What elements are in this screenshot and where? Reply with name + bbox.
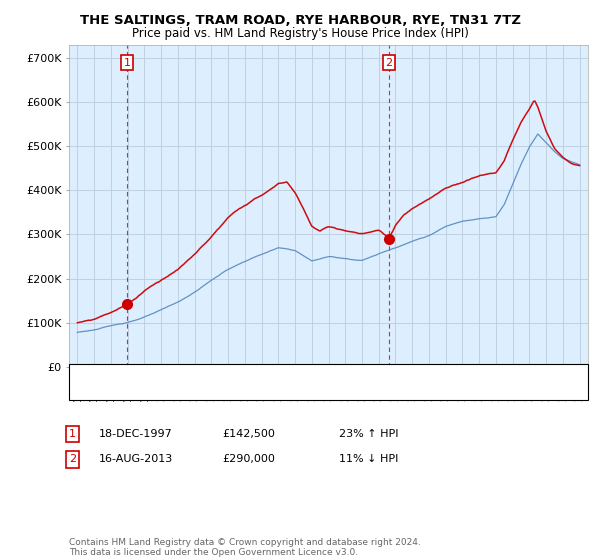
Text: 23% ↑ HPI: 23% ↑ HPI	[339, 429, 398, 439]
Text: 2: 2	[386, 58, 392, 68]
Text: 18-DEC-1997: 18-DEC-1997	[99, 429, 173, 439]
Text: 1: 1	[124, 58, 130, 68]
Text: THE SALTINGS, TRAM ROAD, RYE HARBOUR, RYE, TN31 7TZ: THE SALTINGS, TRAM ROAD, RYE HARBOUR, RY…	[79, 14, 521, 27]
Text: ─────: ─────	[78, 370, 115, 383]
Text: Price paid vs. HM Land Registry's House Price Index (HPI): Price paid vs. HM Land Registry's House …	[131, 27, 469, 40]
Text: ─────: ─────	[78, 384, 115, 397]
Text: THE SALTINGS, TRAM ROAD, RYE HARBOUR, RYE, TN31 7TZ (detached house): THE SALTINGS, TRAM ROAD, RYE HARBOUR, RY…	[114, 371, 499, 381]
Text: 1: 1	[69, 429, 76, 439]
Text: 11% ↓ HPI: 11% ↓ HPI	[339, 454, 398, 464]
Text: £290,000: £290,000	[222, 454, 275, 464]
Text: £142,500: £142,500	[222, 429, 275, 439]
Text: 16-AUG-2013: 16-AUG-2013	[99, 454, 173, 464]
Text: HPI: Average price, detached house, Rother: HPI: Average price, detached house, Roth…	[114, 385, 331, 395]
Text: Contains HM Land Registry data © Crown copyright and database right 2024.
This d: Contains HM Land Registry data © Crown c…	[69, 538, 421, 557]
Text: 2: 2	[69, 454, 76, 464]
